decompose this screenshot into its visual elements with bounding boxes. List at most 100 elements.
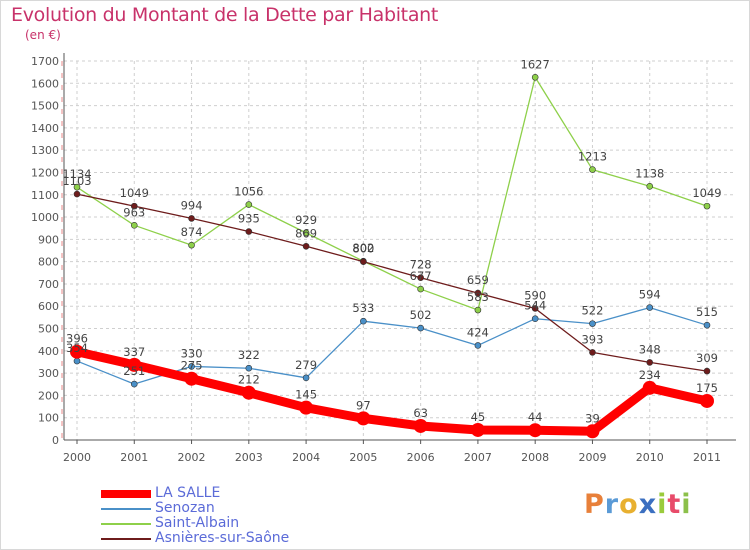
x-tick-label-2000: 2000 <box>63 451 91 464</box>
x-tick-label-2008: 2008 <box>521 451 549 464</box>
y-tick-label-800: 800 <box>38 256 59 269</box>
y-tick-label-700: 700 <box>38 278 59 291</box>
x-tick-label-2009: 2009 <box>578 451 606 464</box>
data-label-asnieres-sur-saone-2000: 1103 <box>62 174 91 188</box>
data-label-senozan-2003: 322 <box>238 348 260 362</box>
x-tick-label-2011: 2011 <box>693 451 721 464</box>
data-label-saint-albain-2007: 583 <box>467 290 489 304</box>
data-label-saint-albain-2006: 677 <box>410 269 432 283</box>
data-label-saint-albain-2005: 802 <box>352 241 374 255</box>
data-point-asnieres-sur-saone-2008 <box>531 305 539 312</box>
data-point-la-salle-2002 <box>184 371 199 386</box>
data-label-la-salle-2005: 97 <box>356 398 371 412</box>
x-tick-label-2003: 2003 <box>235 451 263 464</box>
y-tick-label-1600: 1600 <box>31 77 59 90</box>
data-point-asnieres-sur-saone-2001 <box>130 202 138 210</box>
chart-title: Evolution du Montant de la Dette par Hab… <box>11 4 439 26</box>
data-point-asnieres-sur-saone-2004 <box>302 242 310 250</box>
data-point-la-salle-2011 <box>700 393 714 408</box>
data-point-asnieres-sur-saone-2007 <box>474 289 482 297</box>
data-point-senozan-2000 <box>73 357 81 365</box>
data-point-la-salle-2006 <box>413 418 428 433</box>
x-tick-label-2006: 2006 <box>407 451 435 464</box>
data-point-senozan-2001 <box>130 380 138 388</box>
data-point-la-salle-2003 <box>241 385 256 400</box>
data-point-senozan-2004 <box>302 374 310 382</box>
series-line-asnieres-sur-saone <box>76 193 708 372</box>
data-point-senozan-2006 <box>417 324 424 332</box>
data-point-asnieres-sur-saone-2003 <box>245 228 253 235</box>
legend-label-senozan: Senozan <box>155 500 215 516</box>
data-label-layer: 396 337 275 212 145 97 63 45 44 39 234 175 354 251 330… <box>62 57 721 425</box>
data-label-asnieres-sur-saone-2001: 1049 <box>120 186 149 200</box>
data-point-asnieres-sur-saone-2009 <box>589 349 596 356</box>
data-point-la-salle-2005 <box>356 411 371 426</box>
data-point-senozan-2010 <box>646 304 654 311</box>
data-point-senozan-2003 <box>245 364 253 372</box>
y-tick-label-0: 0 <box>52 434 59 447</box>
data-label-asnieres-sur-saone-2003: 935 <box>238 212 260 226</box>
series-line-saint-albain <box>76 76 708 311</box>
y-tick-label-300: 300 <box>38 367 59 380</box>
data-point-saint-albain-2011 <box>703 202 711 210</box>
legend-swatch-saint-albain <box>101 523 151 525</box>
data-point-asnieres-sur-saone-2010 <box>646 359 654 366</box>
y-tick-label-1100: 1100 <box>31 189 59 202</box>
data-point-senozan-2007 <box>474 342 482 349</box>
data-label-asnieres-sur-saone-2006: 728 <box>410 258 432 272</box>
data-point-saint-albain-2009 <box>589 166 596 173</box>
data-point-asnieres-sur-saone-2011 <box>703 367 711 375</box>
line-chart: 0 100 200 300 400 500 600 700 800 900 1000 1100 1200… <box>31 53 736 464</box>
data-label-saint-albain-2001: 963 <box>123 205 145 219</box>
data-label-asnieres-sur-saone-2005: 800 <box>352 242 374 256</box>
data-point-la-salle-2000 <box>70 344 84 359</box>
data-label-la-salle-2002: 275 <box>181 359 203 373</box>
data-label-saint-albain-2002: 874 <box>181 225 203 239</box>
data-label-saint-albain-2004: 929 <box>295 213 317 227</box>
logo-letter: i <box>657 489 668 520</box>
y-tick-label-100: 100 <box>38 412 59 425</box>
data-label-asnieres-sur-saone-2004: 869 <box>295 226 317 240</box>
data-point-saint-albain-2010 <box>646 182 654 190</box>
data-label-saint-albain-2000: 1134 <box>62 167 91 181</box>
data-point-la-salle-2010 <box>642 380 657 395</box>
data-point-saint-albain-2002 <box>188 241 195 249</box>
x-tick-label-2001: 2001 <box>120 451 148 464</box>
data-label-la-salle-2004: 145 <box>295 388 317 402</box>
logo-letter: o <box>619 489 639 520</box>
data-label-asnieres-sur-saone-2008: 590 <box>524 288 546 302</box>
logo-letter: P <box>584 489 605 520</box>
legend-swatch-la-salle <box>101 490 151 498</box>
data-label-senozan-2010: 594 <box>639 288 661 302</box>
series-line-la-salle <box>72 347 712 436</box>
data-point-la-salle-2009 <box>585 424 600 439</box>
legend-swatch-asnieres <box>101 538 151 540</box>
data-label-la-salle-2011: 175 <box>696 381 718 395</box>
data-point-saint-albain-2008 <box>531 73 539 81</box>
data-point-la-salle-2007 <box>470 422 485 437</box>
data-point-senozan-2009 <box>589 320 596 327</box>
data-label-senozan-2011: 515 <box>696 305 718 319</box>
data-label-senozan-2006: 502 <box>410 308 432 322</box>
logo-letter: r <box>604 489 620 520</box>
data-label-saint-albain-2010: 1138 <box>635 166 664 180</box>
data-label-asnieres-sur-saone-2010: 348 <box>639 342 661 356</box>
data-label-senozan-2008: 544 <box>524 299 546 313</box>
data-label-senozan-2002: 330 <box>181 346 203 360</box>
data-point-asnieres-sur-saone-2006 <box>417 274 424 281</box>
data-point-saint-albain-2006 <box>417 285 424 293</box>
y-tick-label-1000: 1000 <box>31 211 59 224</box>
data-label-la-salle-2003: 212 <box>238 373 260 387</box>
data-point-la-salle-2001 <box>127 357 142 372</box>
data-label-la-salle-2009: 39 <box>585 411 600 425</box>
data-label-la-salle-2007: 45 <box>471 410 486 424</box>
data-label-saint-albain-2009: 1213 <box>578 150 607 164</box>
data-label-la-salle-2006: 63 <box>413 406 428 420</box>
data-point-saint-albain-2000 <box>73 183 81 191</box>
data-point-saint-albain-2001 <box>130 222 138 229</box>
legend-label-asnieres: Asnières-sur-Saône <box>155 530 290 546</box>
x-tick-label-2005: 2005 <box>349 451 377 464</box>
data-point-saint-albain-2007 <box>474 306 482 314</box>
data-point-la-salle-2004 <box>299 400 314 415</box>
